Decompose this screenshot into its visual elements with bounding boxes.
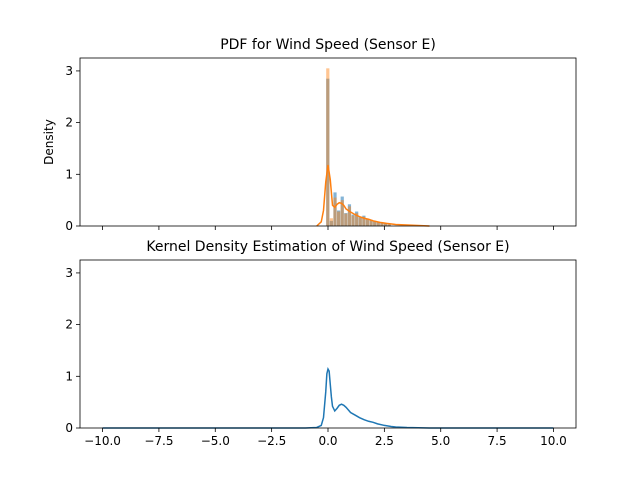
histogram-bar bbox=[369, 220, 373, 226]
top-y-axis-label: Density bbox=[42, 119, 56, 165]
kde-line bbox=[316, 164, 430, 227]
histogram-bar bbox=[355, 211, 359, 226]
y-tick-label: 0 bbox=[65, 219, 73, 233]
y-tick-label: 2 bbox=[65, 318, 73, 332]
bottom-axes-frame bbox=[79, 259, 577, 429]
top-y-ticks: 0 1 2 3 bbox=[65, 64, 80, 233]
histogram-bar bbox=[387, 224, 391, 226]
bottom-plot-marks bbox=[102, 367, 554, 429]
histogram-bar bbox=[373, 220, 377, 226]
y-tick-label: 2 bbox=[65, 116, 73, 130]
histogram-bar bbox=[329, 218, 334, 226]
x-tick-label: 10.0 bbox=[540, 434, 567, 448]
histogram-bar bbox=[362, 215, 366, 226]
histogram-bar bbox=[337, 211, 341, 226]
histogram-bar bbox=[376, 221, 380, 226]
histogram-bar bbox=[358, 216, 362, 226]
x-tick-label: 2.5 bbox=[375, 434, 394, 448]
histogram-bar bbox=[355, 213, 359, 226]
x-tick-label: 7.5 bbox=[488, 434, 507, 448]
x-tick-label: 5.0 bbox=[431, 434, 450, 448]
y-tick-label: 0 bbox=[65, 421, 73, 435]
y-tick-label: 3 bbox=[65, 64, 73, 78]
histogram-bar bbox=[340, 196, 344, 226]
histogram-bar bbox=[369, 219, 373, 226]
histogram-bar bbox=[326, 78, 330, 226]
histogram-bar bbox=[351, 215, 355, 226]
histogram-bar bbox=[326, 68, 330, 226]
histogram-bar bbox=[351, 214, 355, 226]
x-tick-label: −7.5 bbox=[144, 434, 173, 448]
histogram-bar bbox=[387, 224, 391, 226]
x-tick-label: −10.0 bbox=[84, 434, 121, 448]
histogram-bar bbox=[365, 218, 370, 226]
histogram-bar bbox=[380, 223, 384, 226]
y-tick-label: 1 bbox=[65, 167, 73, 181]
top-plot-marks bbox=[316, 68, 430, 227]
kde-line bbox=[102, 367, 554, 429]
bottom-subplot: Kernel Density Estimation of Wind Speed … bbox=[65, 239, 577, 448]
histogram-bar bbox=[344, 213, 348, 226]
histogram-bar bbox=[380, 222, 384, 226]
bottom-chart-title: Kernel Density Estimation of Wind Speed … bbox=[146, 239, 509, 255]
histogram-bar bbox=[344, 213, 348, 226]
histogram-bar bbox=[373, 221, 377, 226]
bottom-y-ticks: 0 1 2 3 bbox=[65, 266, 80, 435]
histogram-bar bbox=[365, 219, 370, 226]
top-chart-title: PDF for Wind Speed (Sensor E) bbox=[220, 37, 436, 53]
histogram-bar bbox=[358, 217, 362, 226]
histogram-bar bbox=[340, 200, 344, 226]
histogram-bar bbox=[329, 220, 334, 226]
histogram-bar bbox=[376, 222, 380, 226]
x-tick-label: 0.0 bbox=[318, 434, 337, 448]
histogram-bar bbox=[337, 210, 341, 226]
top-subplot: PDF for Wind Speed (Sensor E) Density 0 1… bbox=[42, 37, 577, 233]
y-tick-label: 3 bbox=[65, 266, 73, 280]
y-tick-label: 1 bbox=[65, 369, 73, 383]
histogram-bar bbox=[333, 197, 337, 226]
histogram-bar bbox=[333, 192, 337, 226]
x-tick-label: −2.5 bbox=[257, 434, 286, 448]
x-tick-label: −5.0 bbox=[201, 434, 230, 448]
histogram-bar bbox=[383, 223, 388, 226]
histogram-bar bbox=[347, 206, 352, 226]
bottom-x-ticks: −10.0 −7.5 −5.0 −2.5 0.0 2.5 5.0 7.5 10.0 bbox=[84, 428, 567, 448]
top-axes-frame bbox=[79, 57, 577, 227]
histogram-bar bbox=[362, 216, 366, 226]
histogram-bar bbox=[383, 223, 388, 226]
histogram-bar bbox=[347, 204, 352, 226]
top-x-ticks bbox=[102, 226, 554, 230]
